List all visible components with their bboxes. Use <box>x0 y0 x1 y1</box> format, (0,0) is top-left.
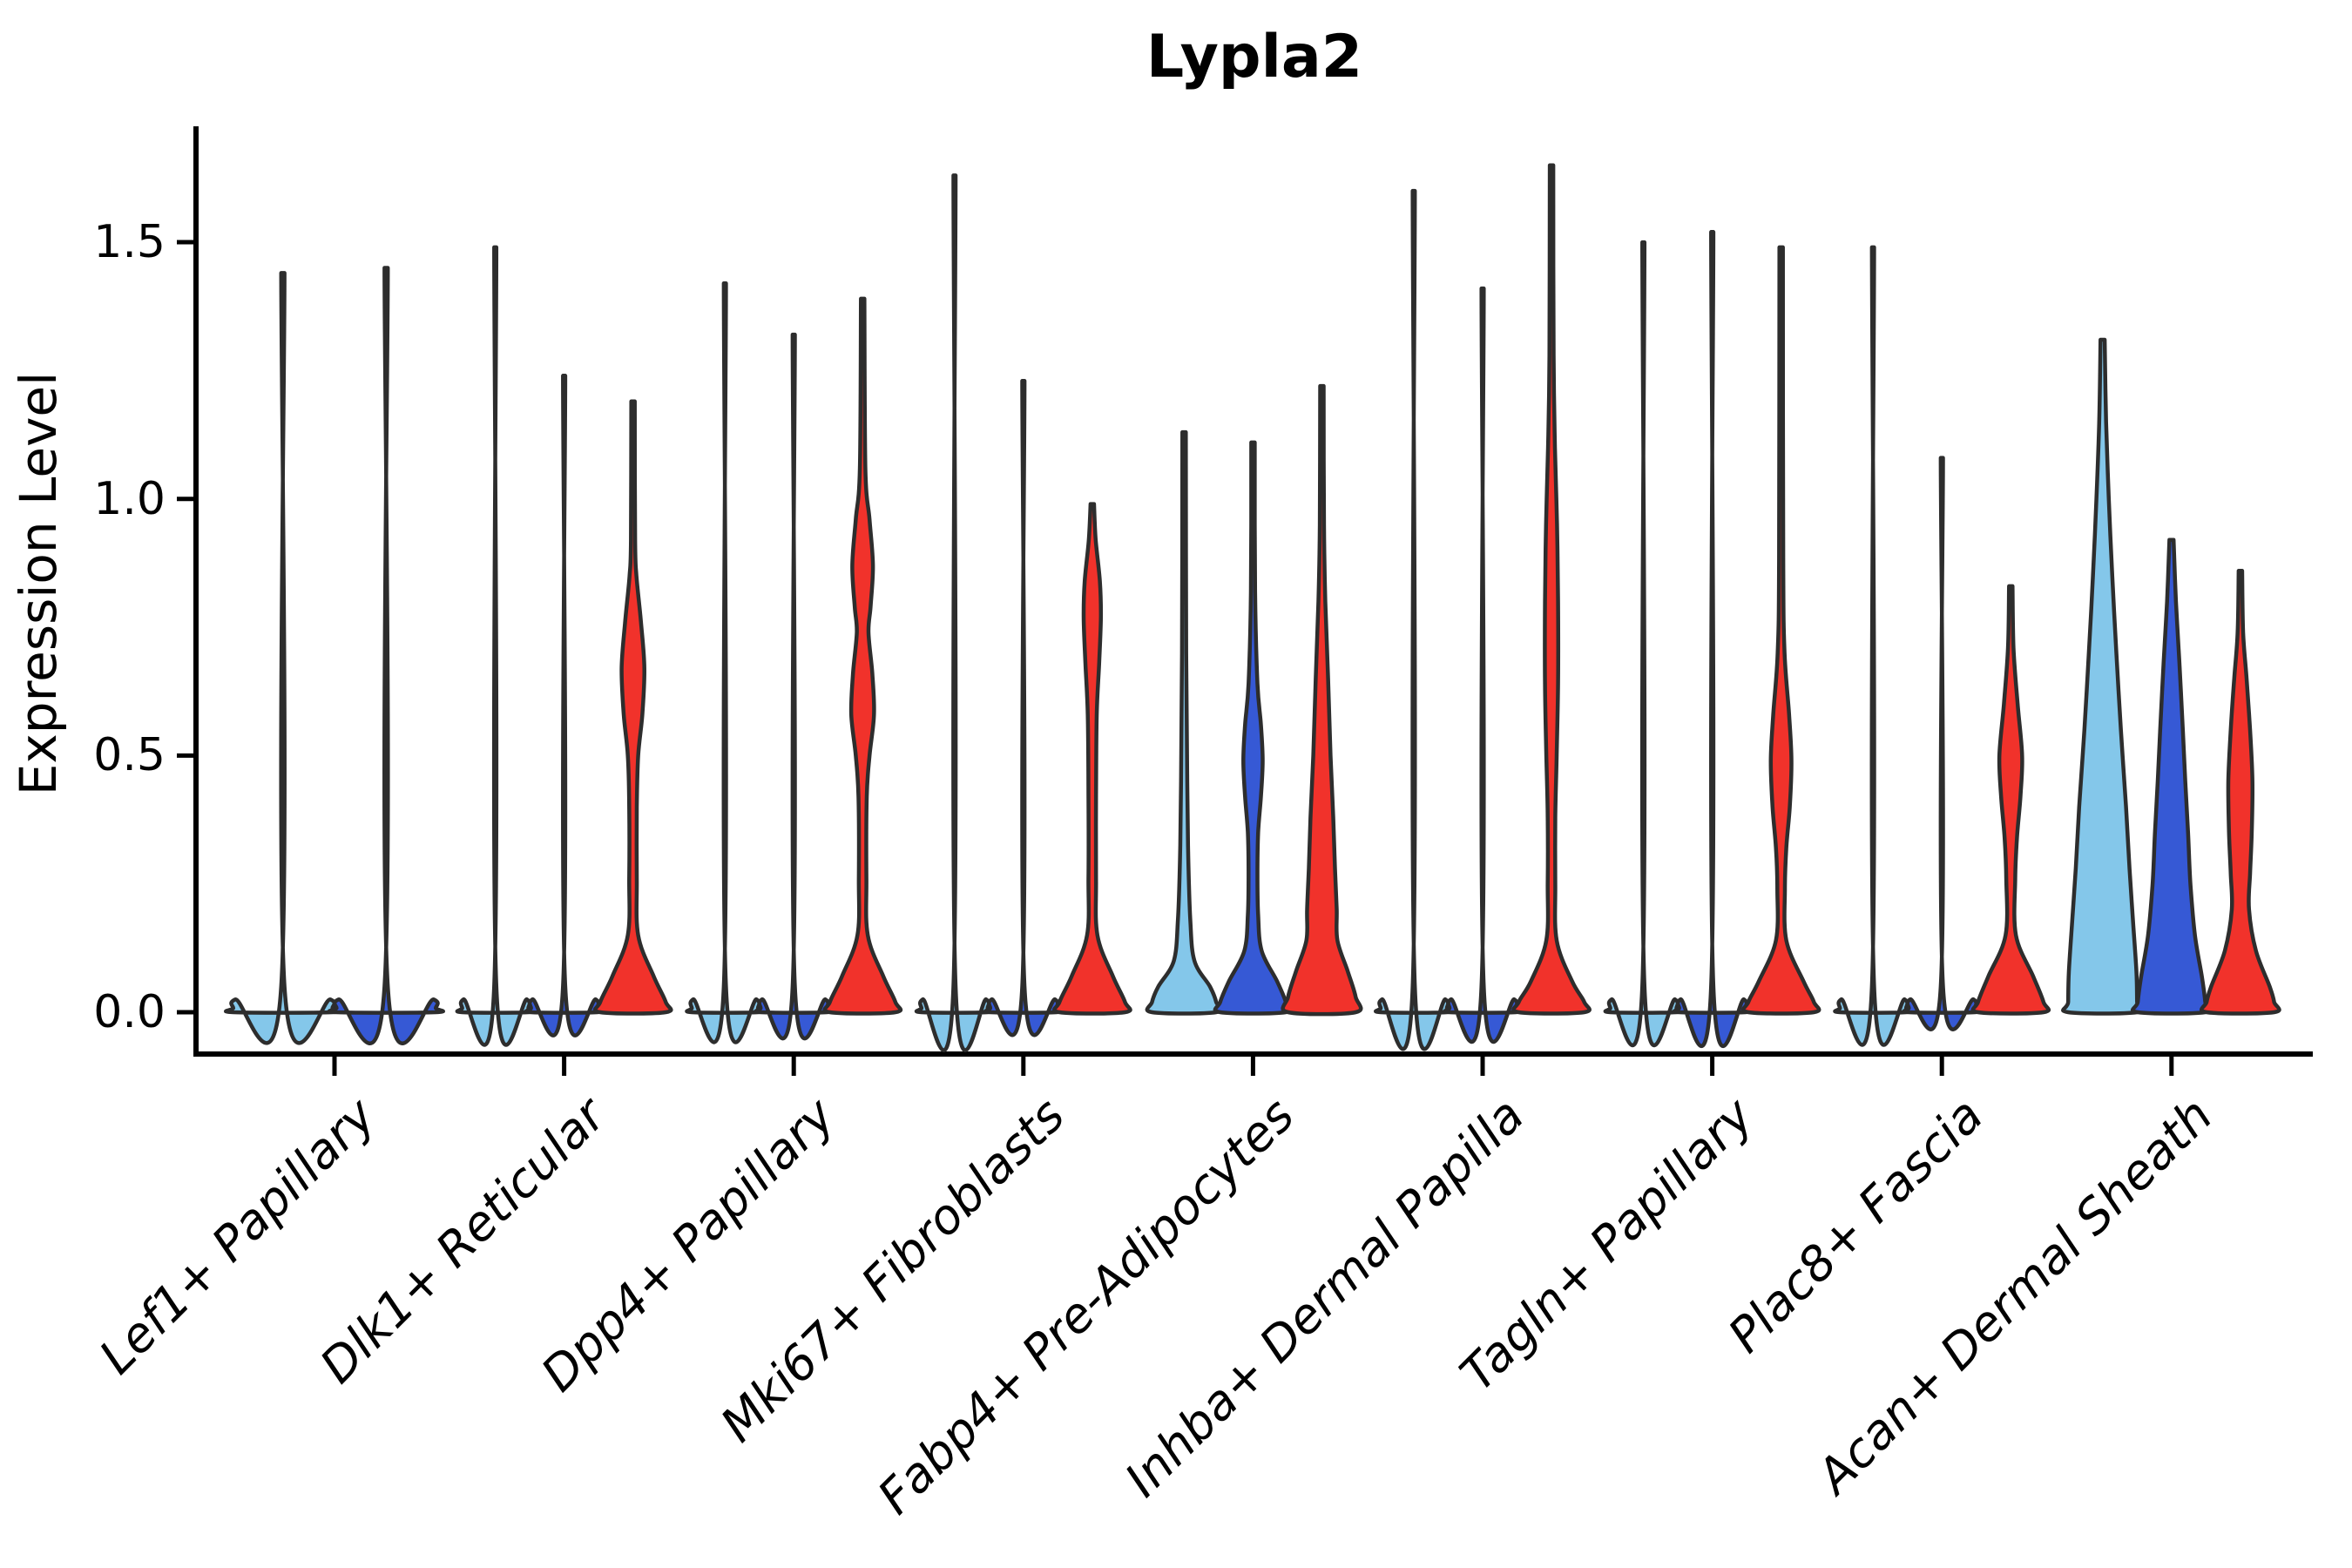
violin-plac8-fascia-red <box>1970 584 2051 1016</box>
violin-inhba-dermal-papilla-skyblue <box>1374 188 1454 1051</box>
violin-plac8-fascia-skyblue <box>1833 245 1913 1047</box>
violin-fabp4-pre-adipocytes-blue <box>1213 440 1294 1016</box>
violin-acan-dermal-sheath-skyblue <box>2061 337 2145 1016</box>
violin-lef1-papillary-blue <box>327 266 445 1046</box>
violin-inhba-dermal-papilla-blue <box>1443 286 1523 1044</box>
y-tick-label: 1.0 <box>93 472 166 525</box>
violin-tagln-papillary-red <box>1740 245 1821 1016</box>
violin-tagln-papillary-skyblue <box>1603 240 1684 1048</box>
y-tick-label: 0.5 <box>93 729 166 782</box>
violin-fabp4-pre-adipocytes-skyblue <box>1145 429 1224 1016</box>
violin-fabp4-pre-adipocytes-red <box>1281 383 1363 1017</box>
violin-lef1-papillary-skyblue <box>224 271 342 1045</box>
chart-title: Lypla2 <box>1146 23 1363 91</box>
violin-dlk1-reticular-red <box>592 399 673 1016</box>
violin-tagln-papillary-blue <box>1672 230 1753 1048</box>
violin-acan-dermal-sheath-blue <box>2130 537 2213 1016</box>
violin-acan-dermal-sheath-red <box>2199 568 2281 1016</box>
violin-plac8-fascia-blue <box>1902 456 1983 1031</box>
violin-dlk1-reticular-blue <box>524 374 605 1037</box>
violin-inhba-dermal-papilla-red <box>1511 163 1592 1016</box>
violin-dpp4-papillary-red <box>822 296 903 1016</box>
y-tick-label: 0.0 <box>93 986 166 1038</box>
y-tick-label: 1.5 <box>93 216 166 269</box>
violin-dpp4-papillary-skyblue <box>685 280 765 1044</box>
violin-mki67-fibroblasts-red <box>1051 502 1132 1016</box>
violin-mki67-fibroblasts-skyblue <box>914 173 995 1052</box>
violin-mki67-fibroblasts-blue <box>983 378 1064 1037</box>
violin-dpp4-papillary-blue <box>754 332 835 1041</box>
violin-dlk1-reticular-skyblue <box>455 245 536 1047</box>
